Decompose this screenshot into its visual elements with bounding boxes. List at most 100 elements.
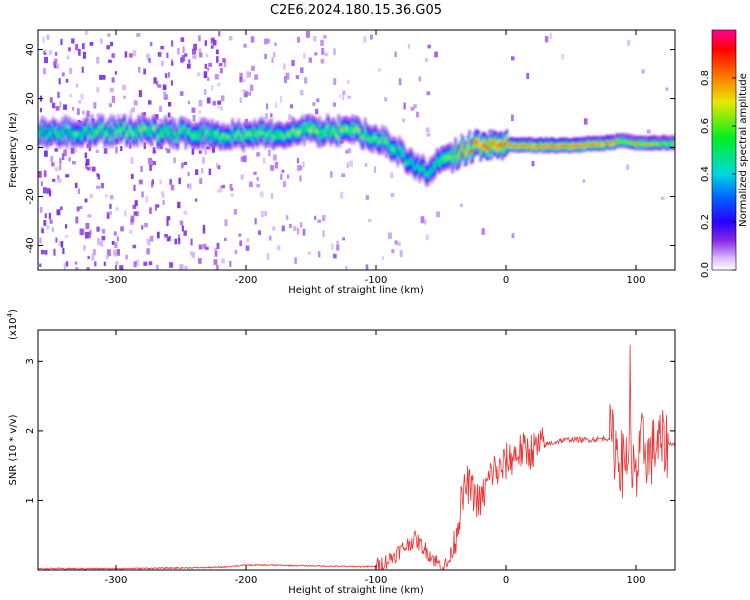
spectrogram-ridge-cell (335, 122, 339, 127)
spectrogram-ridge-cell (136, 125, 139, 130)
spectrogram-ridge-cell (228, 135, 231, 140)
spectrogram-ridge-cell (75, 120, 78, 125)
spectrogram-ridge-cell (488, 136, 492, 141)
spectrogram-ridge-cell (315, 132, 318, 137)
spectrogram-ridge-cell (407, 157, 410, 162)
spectrogram-ridge-cell (201, 127, 204, 132)
spectrogram-ridge-cell (364, 120, 367, 125)
spectrogram-ridge-cell (348, 120, 351, 125)
spectrogram-ridge-cell (111, 143, 114, 148)
spectrogram-ridge-cell (406, 163, 409, 168)
spectrogram-ridge-cell (393, 150, 396, 155)
spectrogram-noise-cell (136, 259, 139, 266)
spectrogram-ridge-cell (413, 172, 417, 177)
spectrogram-ridge-cell (53, 119, 56, 124)
spectrogram-ridge-cell (173, 135, 176, 140)
spectrogram-ridge-cell (140, 127, 144, 132)
spectrogram-ridge-cell (462, 140, 465, 145)
spectrogram-ridge-cell (457, 151, 460, 156)
spectrogram-noise-cell (156, 204, 160, 208)
spectrogram-ridge-cell (148, 139, 151, 144)
spectrogram-noise-cell (152, 161, 157, 166)
spectrogram-ridge-cell (354, 118, 357, 123)
spectrogram-noise-cell (258, 230, 262, 235)
spectrogram-ridge-cell (541, 138, 545, 143)
spectrogram-ridge-cell (56, 137, 59, 142)
spectrogram-ridge-cell (58, 124, 61, 129)
spectrogram-ridge-cell (296, 140, 300, 145)
spectrogram-ridge-cell (156, 138, 159, 143)
spectrogram-ridge-cell (75, 138, 78, 143)
spectrogram-ridge-cell (426, 179, 429, 184)
spectrogram-ridge-cell (183, 123, 186, 128)
spectrogram-ridge-cell (55, 125, 58, 130)
spectrogram-ridge-cell (72, 122, 75, 127)
spectrogram-ridge-cell (490, 148, 493, 153)
spectrogram-ridge-cell (106, 135, 109, 140)
spectrogram-ridge-cell (438, 156, 442, 161)
spectrogram-ridge-cell (485, 152, 488, 157)
spectrogram-ridge-cell (473, 135, 476, 140)
spectrogram-ridge-cell (212, 140, 215, 145)
spectrogram-noise-cell (427, 44, 431, 49)
snr-x-tick-label: 100 (626, 575, 645, 586)
spectrogram-ridge-cell (412, 159, 415, 164)
spectrogram-ridge-cell (384, 140, 387, 145)
spectrogram-ridge-cell (457, 154, 460, 159)
spectrogram-ridge-cell (111, 136, 114, 141)
spectrogram-noise-cell (218, 63, 223, 67)
spectrogram-ridge-cell (45, 138, 48, 143)
spectrogram-noise-cell (166, 219, 169, 226)
spectrogram-ridge-cell (44, 127, 47, 132)
spectrogram-ridge-cell (211, 139, 214, 144)
spectrogram-ridge-cell (412, 152, 415, 157)
spectrogram-ridge-cell (456, 152, 459, 157)
spectrogram-ridge-cell (229, 143, 233, 148)
spectrogram-ridge-cell (95, 134, 98, 139)
spectrogram-ridge-cell (97, 128, 100, 133)
spectrogram-noise-cell (218, 186, 223, 193)
spectrogram-ridge-cell (328, 120, 331, 125)
spectrogram-ridge-cell (423, 177, 426, 182)
spectrogram-ridge-cell (192, 140, 195, 145)
spectrogram-ridge-cell (172, 138, 175, 143)
spectrogram-noise-cell (167, 72, 170, 78)
spectrogram-ridge-cell (50, 135, 53, 140)
spectrogram-ridge-cell (293, 133, 297, 138)
spectrogram-noise-cell (239, 77, 243, 83)
spectrogram-noise-cell (59, 206, 63, 211)
spectrogram-ridge-cell (125, 143, 128, 148)
spectrogram-noise-cell (166, 237, 170, 242)
spectrogram-ridge-cell (343, 126, 346, 131)
spectrogram-noise-cell (239, 72, 243, 79)
spectrogram-noise-cell (183, 210, 188, 215)
spectrogram-ridge-cell (329, 142, 332, 147)
spectrogram-ridge-cell (364, 131, 367, 136)
spectrogram-noise-cell (81, 66, 84, 73)
spectrogram-ridge-cell (61, 120, 64, 125)
spectrogram-noise-cell (72, 107, 75, 111)
spectrogram-ridge-cell (323, 135, 326, 140)
spectrogram-ridge-cell (80, 123, 83, 128)
spectrogram-ridge-cell (403, 149, 406, 154)
spectrogram-ridge-cell (321, 124, 325, 129)
spectrogram-ridge-cell (167, 118, 170, 123)
spectrogram-ridge-cell (228, 124, 231, 129)
spectrogram-ridge-cell (38, 123, 41, 128)
spectrogram-ridge-cell (502, 149, 506, 154)
spectrogram-noise-cell (180, 37, 185, 42)
spectrogram-noise-cell (122, 84, 126, 91)
spectrogram-ridge-cell (449, 152, 453, 157)
spectrogram-ridge-cell (418, 157, 421, 162)
spectrogram-ridge-cell (47, 125, 50, 130)
spectrogram-ridge-cell (211, 136, 214, 141)
spectrogram-noise-cell (85, 30, 88, 36)
spectrogram-ridge-cell (348, 138, 351, 143)
spectrogram-ridge-cell (646, 136, 649, 141)
spectrogram-x-ticks: -300 -200 -100 0 100 (105, 30, 646, 286)
spectrogram-ridge-cell (91, 135, 94, 140)
spectrogram-ridge-cell (133, 132, 136, 137)
spectrogram-ridge-cell (374, 138, 378, 143)
spectrogram-ridge-cell (317, 133, 320, 138)
spectrogram-ridge-cell (155, 127, 158, 132)
